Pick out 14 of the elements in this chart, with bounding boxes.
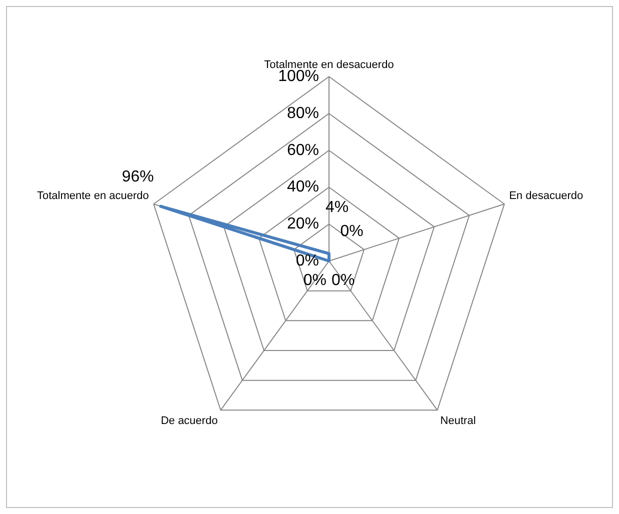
text: 0% — [340, 222, 364, 240]
spoke-label: En desacuerdo — [509, 190, 584, 202]
text: 96% — [122, 168, 154, 186]
spoke-label: De acuerdo — [160, 414, 218, 427]
spoke-label: Neutral — [440, 414, 476, 427]
y-tick-label: 80% — [286, 104, 319, 122]
text: 0% — [332, 272, 355, 289]
y-tick-label: 20% — [286, 216, 319, 233]
y-tick-label: 100% — [278, 68, 319, 86]
y-tick-label: 60% — [286, 142, 319, 159]
y-tick-label: 40% — [286, 178, 319, 196]
spoke-label: Totalmente en acuerdo — [36, 190, 149, 202]
text: 4% — [325, 199, 349, 216]
y-tick-label: 0% — [296, 252, 319, 270]
